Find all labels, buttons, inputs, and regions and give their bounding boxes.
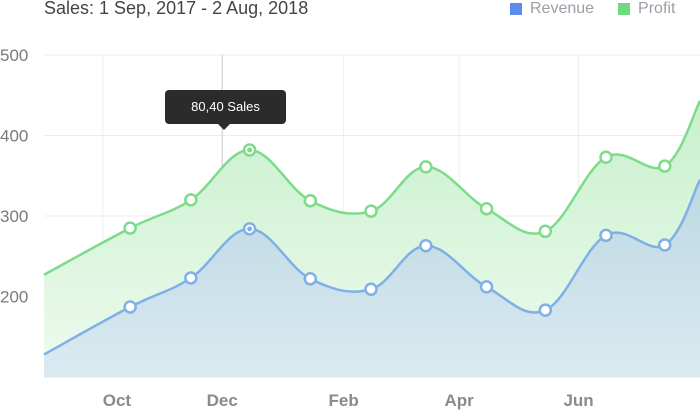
y-tick-label: 300 (0, 207, 28, 226)
chart-title: Sales: 1 Sep, 2017 - 2 Aug, 2018 (44, 0, 309, 18)
point-highlight-profit (247, 147, 253, 153)
legend-swatch-revenue (510, 3, 522, 15)
point-profit (479, 202, 494, 216)
x-tick-label: Feb (328, 391, 358, 410)
y-tick-label: 200 (0, 288, 28, 307)
legend-item-revenue[interactable]: Revenue (510, 0, 594, 18)
point-revenue (658, 238, 672, 252)
legend-item-profit[interactable]: Profit (618, 0, 675, 18)
legend-swatch-profit (618, 3, 631, 15)
point-revenue (184, 271, 198, 285)
point-revenue (479, 280, 494, 294)
legend: Revenue Profit (510, 0, 675, 18)
point-revenue (123, 300, 137, 314)
axis-ticks: 200 300 400 500 Oct Dec Feb Apr Jun (0, 46, 594, 410)
x-tick-label: Dec (207, 391, 238, 410)
x-tick-label: Oct (103, 391, 132, 410)
x-tick-label: Jun (563, 391, 593, 410)
point-profit (658, 159, 672, 173)
area-revenue (44, 179, 700, 377)
tooltip: 80,40 Sales (165, 90, 286, 130)
point-revenue (303, 272, 318, 286)
point-revenue (419, 239, 433, 253)
point-revenue (364, 282, 378, 297)
point-highlight-revenue (247, 226, 253, 232)
legend-label-profit: Profit (638, 0, 676, 17)
legend-label-revenue: Revenue (530, 0, 595, 17)
point-profit (599, 150, 613, 164)
series-areas (44, 100, 700, 377)
point-profit (419, 160, 433, 174)
point-profit (123, 221, 137, 235)
point-revenue (599, 228, 613, 243)
point-profit (184, 193, 198, 207)
series-points (123, 143, 672, 317)
y-tick-label: 400 (0, 127, 28, 146)
point-profit (364, 204, 378, 218)
point-profit (303, 193, 318, 208)
y-tick-label: 500 (0, 46, 28, 65)
point-profit (538, 224, 553, 239)
x-tick-label: Apr (444, 391, 474, 410)
point-revenue (538, 303, 553, 317)
